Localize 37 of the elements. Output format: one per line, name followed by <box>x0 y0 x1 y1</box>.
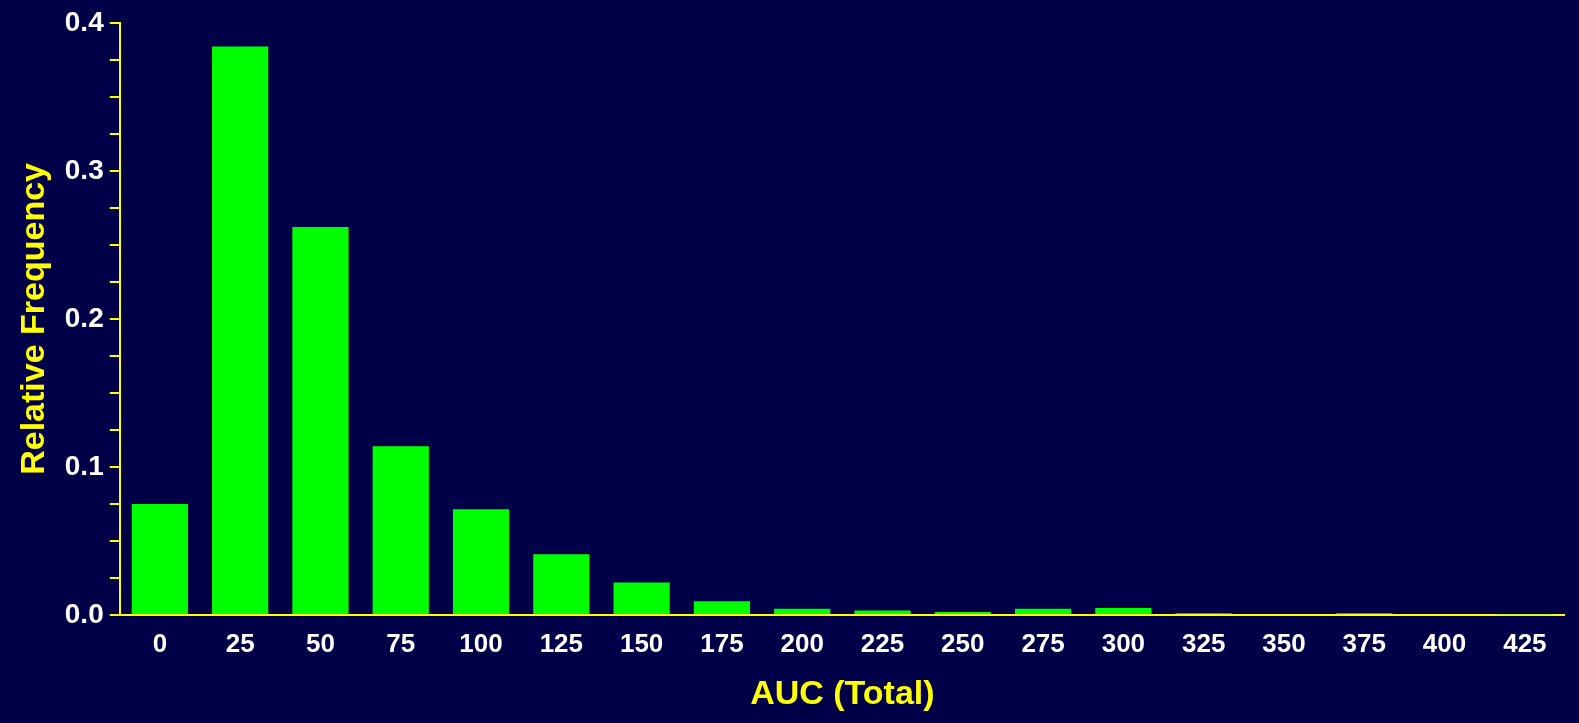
x-tick-label: 175 <box>700 627 744 658</box>
bar <box>774 608 831 614</box>
x-tick-label: 25 <box>225 627 255 658</box>
bar <box>372 446 429 614</box>
x-axis-title: AUC (Total) <box>750 672 935 711</box>
x-tick-label: 0 <box>152 627 168 658</box>
x-tick-label: 325 <box>1181 627 1226 658</box>
x-tick-label: 400 <box>1422 627 1467 658</box>
x-tick-label: 150 <box>619 627 664 658</box>
x-tick-label: 275 <box>1021 627 1065 658</box>
x-tick-label: 225 <box>860 627 905 658</box>
y-tick-label: 0.3 <box>64 153 104 185</box>
y-tick-label: 0.4 <box>64 5 105 37</box>
bar <box>693 601 751 614</box>
x-tick-label: 100 <box>459 627 503 658</box>
bar <box>212 46 269 614</box>
x-tick-label: 425 <box>1503 627 1547 658</box>
x-tick-label: 200 <box>780 627 824 658</box>
bar <box>613 582 670 614</box>
bar <box>1095 608 1152 614</box>
x-tick-label: 350 <box>1262 627 1306 658</box>
bar <box>452 509 510 614</box>
bar <box>1014 608 1072 614</box>
y-tick-label: 0.2 <box>64 301 104 333</box>
bar <box>533 554 590 614</box>
bar <box>854 610 911 614</box>
x-tick-label: 50 <box>306 627 335 658</box>
bar <box>131 503 188 614</box>
x-tick-label: 375 <box>1342 627 1386 658</box>
x-tick-label: 250 <box>941 627 985 658</box>
y-axis-title: Relative Frequency <box>12 162 51 475</box>
bar <box>292 227 349 614</box>
x-tick-label: 300 <box>1101 627 1146 658</box>
y-tick-label: 0.0 <box>64 597 104 629</box>
x-tick-label: 75 <box>386 627 416 658</box>
x-tick-label: 125 <box>539 627 584 658</box>
y-tick-label: 0.1 <box>64 449 104 481</box>
